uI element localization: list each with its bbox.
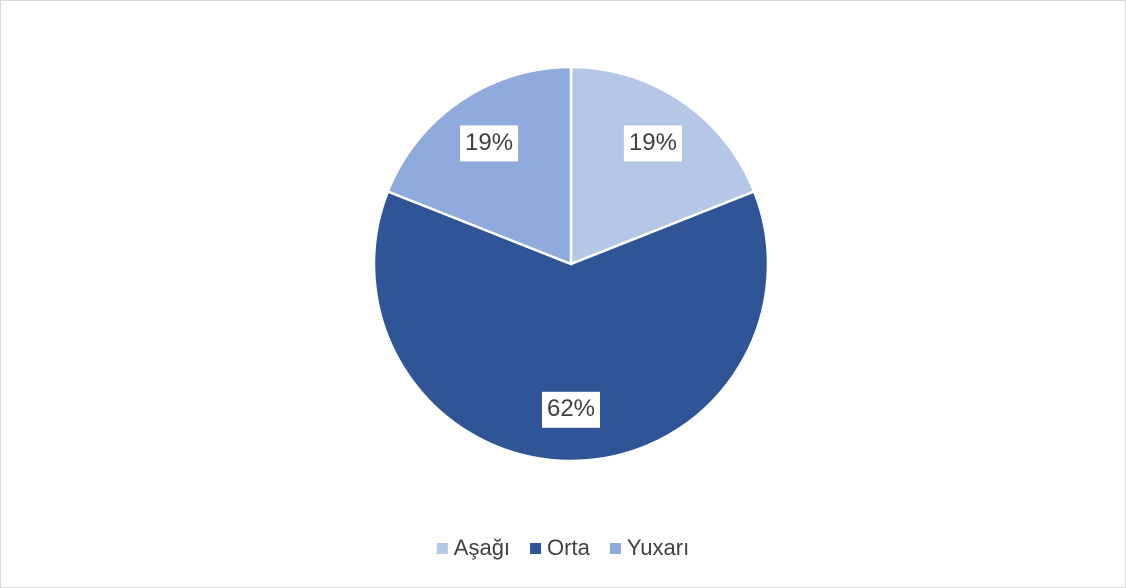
- data-label: 19%: [465, 129, 513, 156]
- legend-label: Orta: [547, 535, 591, 560]
- data-label: 19%: [629, 129, 677, 156]
- pie-slice: [386, 65, 573, 266]
- legend-swatch: [609, 543, 621, 554]
- pie-slice: [372, 189, 770, 463]
- data-label-background: [460, 125, 519, 162]
- data-label-background: [541, 391, 601, 428]
- legend-label: Aşağı: [454, 535, 510, 560]
- data-label-background: [623, 125, 682, 162]
- legend-swatch: [436, 543, 448, 554]
- data-label: 62%: [547, 395, 595, 422]
- legend-swatch: [530, 543, 542, 554]
- pie-slice: [569, 65, 756, 266]
- legend-label: Yuxarı: [627, 535, 689, 560]
